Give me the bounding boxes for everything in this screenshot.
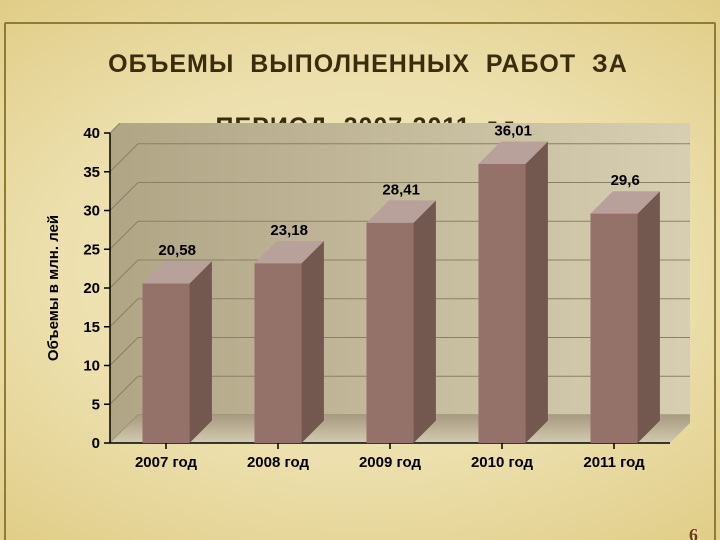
y-tick-label: 15 — [83, 319, 100, 336]
x-category-label: 2008 год — [247, 454, 310, 471]
bar — [254, 263, 301, 443]
slide-title-line1: ОБЪЕМЫ ВЫПОЛНЕННЫХ РАБОТ ЗА — [108, 50, 628, 78]
bar-side — [638, 191, 660, 443]
x-category-label: 2010 год — [471, 454, 534, 471]
bar-value-label: 20,58 — [158, 242, 196, 259]
y-tick-label: 5 — [92, 396, 100, 413]
y-tick-label: 30 — [83, 203, 100, 220]
bar-side — [414, 200, 436, 443]
bar — [366, 223, 413, 443]
bar-side — [526, 142, 548, 443]
page-number: 6 — [689, 525, 698, 540]
y-tick-label: 20 — [83, 280, 100, 297]
bar-value-label: 29,6 — [611, 172, 640, 189]
y-axis-label: Объемы в млн. лей — [45, 215, 62, 361]
y-tick-label: 25 — [83, 241, 100, 258]
bar — [590, 214, 637, 443]
y-tick-label: 35 — [83, 164, 100, 181]
bar-chart: 0 5 10 15 20 25 30 35 40 Объемы в млн. лей 20,58 20… — [30, 123, 690, 503]
bar-value-label: 23,18 — [270, 222, 308, 239]
y-tick-label: 40 — [83, 125, 100, 142]
bar-side — [302, 241, 324, 443]
x-category-label: 2007 год — [135, 454, 198, 471]
y-tick-label: 10 — [83, 358, 100, 375]
bar-value-label: 28,41 — [382, 181, 420, 198]
bar-value-label: 36,01 — [494, 123, 532, 140]
bar-side — [190, 261, 212, 443]
bar — [142, 284, 189, 443]
bar — [478, 164, 525, 443]
bar-chart-svg: 0 5 10 15 20 25 30 35 40 Объемы в млн. лей 20,58 20… — [30, 123, 690, 503]
y-tick-label: 0 — [92, 435, 100, 452]
x-category-label: 2011 год — [583, 454, 645, 471]
x-category-label: 2009 год — [359, 454, 422, 471]
